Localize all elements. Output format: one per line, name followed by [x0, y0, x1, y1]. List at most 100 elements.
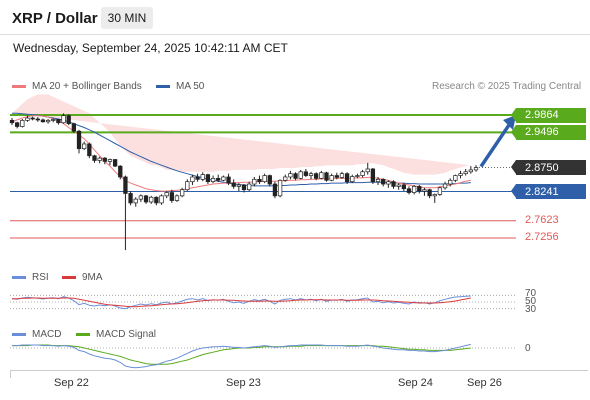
candle-body [288, 173, 293, 178]
candle-body [448, 179, 453, 185]
level-tag-2.8750: 2.8750 [511, 160, 586, 176]
candle-body [272, 183, 278, 197]
candle-body [97, 157, 102, 161]
candle-body [9, 120, 15, 124]
rsi-level-30: 30 [525, 304, 537, 315]
candle-body [231, 182, 236, 187]
legend-ma50: MA 50 [156, 81, 204, 92]
candle-body [30, 117, 35, 120]
candle-body [458, 173, 463, 176]
candle-body [112, 159, 118, 167]
level-tag-2.9496: 2.9496 [511, 124, 586, 140]
candle-body [283, 176, 288, 181]
candle-body [257, 178, 262, 183]
candle-body [453, 175, 458, 181]
candle-body [15, 122, 20, 127]
x-tick-sep26: Sep 26 [467, 377, 502, 389]
header-divider [0, 34, 590, 35]
candle-body [427, 189, 432, 197]
candle-body [216, 178, 221, 181]
candle-body [386, 181, 391, 185]
candle-body [241, 184, 247, 191]
candle-body [195, 176, 200, 180]
candle-body [437, 187, 443, 195]
legend-rsi: RSI [12, 272, 49, 283]
candle-body [417, 186, 422, 192]
rsi-level-50: 50 [525, 296, 537, 307]
level-label-2.7623: 2.7623 [525, 213, 559, 226]
legend-rsi-ma: 9MA [62, 272, 103, 283]
candle-body [401, 184, 406, 190]
legend-macd-label: MACD [32, 329, 62, 340]
candle-body [314, 173, 319, 179]
legend-rsi-ma-label: 9MA [82, 272, 103, 283]
candle-body [20, 120, 25, 127]
x-axis-left-tick [10, 370, 11, 378]
candle-body [51, 119, 56, 121]
macd-line [12, 343, 471, 369]
rsi-swatch [12, 276, 26, 279]
rsi-ma-line [12, 297, 471, 308]
candle-body [396, 184, 401, 187]
candle-body [185, 181, 190, 191]
candle-body [102, 157, 107, 162]
candle-body [210, 178, 216, 183]
rsi-level-70: 70 [525, 288, 537, 299]
candle-body [391, 181, 396, 187]
candle-body [355, 175, 360, 177]
candle-body [40, 119, 46, 123]
candle-body [133, 198, 138, 204]
rsi-ma-swatch [62, 276, 76, 279]
candle-body [324, 172, 329, 181]
candle-body [411, 186, 417, 193]
candle-body [236, 184, 241, 187]
candle-body [308, 173, 314, 176]
candle-body [329, 175, 334, 181]
candle-body [432, 194, 437, 197]
candle-body [143, 195, 149, 203]
x-axis-line [10, 370, 588, 371]
candle-body [267, 175, 272, 185]
candle-body [179, 189, 185, 197]
page-title: XRP / Dollar [12, 10, 98, 27]
candle-body [221, 176, 226, 181]
candle-body [205, 174, 211, 183]
candle-body [149, 196, 154, 203]
macd-swatch [12, 333, 26, 336]
candle-body [247, 183, 252, 191]
candle-body [82, 143, 87, 150]
candle-body [422, 189, 427, 192]
legend-macd: MACD [12, 329, 61, 340]
candle-body [381, 178, 386, 185]
candle-body [35, 118, 40, 121]
candle-body [118, 165, 123, 178]
bollinger-band [12, 94, 471, 175]
candle-body [293, 173, 298, 179]
candle-body [61, 115, 66, 124]
candle-body [66, 115, 71, 125]
candle-body [190, 176, 195, 183]
candle-body [350, 176, 355, 183]
x-tick-sep24: Sep 24 [398, 377, 433, 389]
candle-body [298, 171, 303, 179]
candle-body [56, 119, 61, 124]
candle-body [339, 173, 345, 178]
legend-bollinger-label: MA 20 + Bollinger Bands [32, 81, 142, 92]
candle-body [365, 168, 370, 173]
candle-body [76, 130, 82, 150]
candle-body [154, 196, 159, 204]
rsi-line [11, 295, 471, 310]
legend-bollinger: MA 20 + Bollinger Bands [12, 81, 142, 92]
candle-body [107, 159, 113, 162]
candle-body [406, 188, 412, 193]
ma50-swatch [156, 85, 170, 88]
interval-button[interactable]: 30 MIN [101, 7, 153, 29]
candle-body [164, 192, 169, 197]
candle-body [159, 195, 164, 204]
candle-body [468, 169, 473, 173]
candle-body [174, 195, 180, 201]
candle-body [200, 174, 205, 180]
level-tag-2.8241: 2.8241 [511, 184, 586, 200]
level-label-2.7256: 2.7256 [525, 231, 559, 243]
